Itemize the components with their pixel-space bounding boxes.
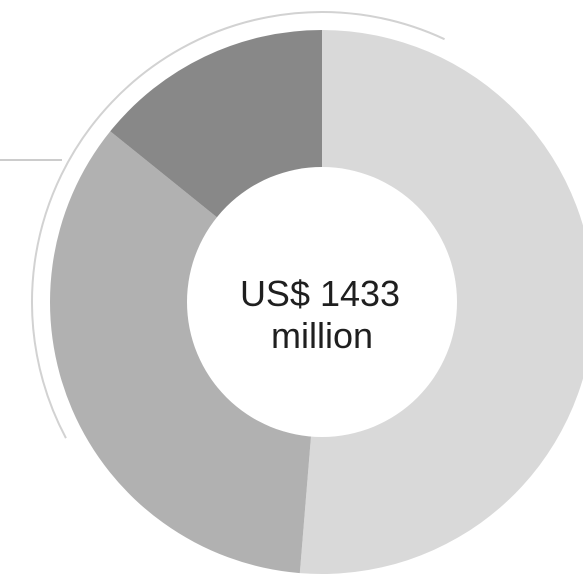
center-unit-label: million [271,315,373,356]
donut-slice-2 [49,131,322,574]
center-value-label: US$ 1433 [240,273,400,314]
donut-center-hole [187,167,457,437]
decorative-outer-arc [31,11,445,439]
